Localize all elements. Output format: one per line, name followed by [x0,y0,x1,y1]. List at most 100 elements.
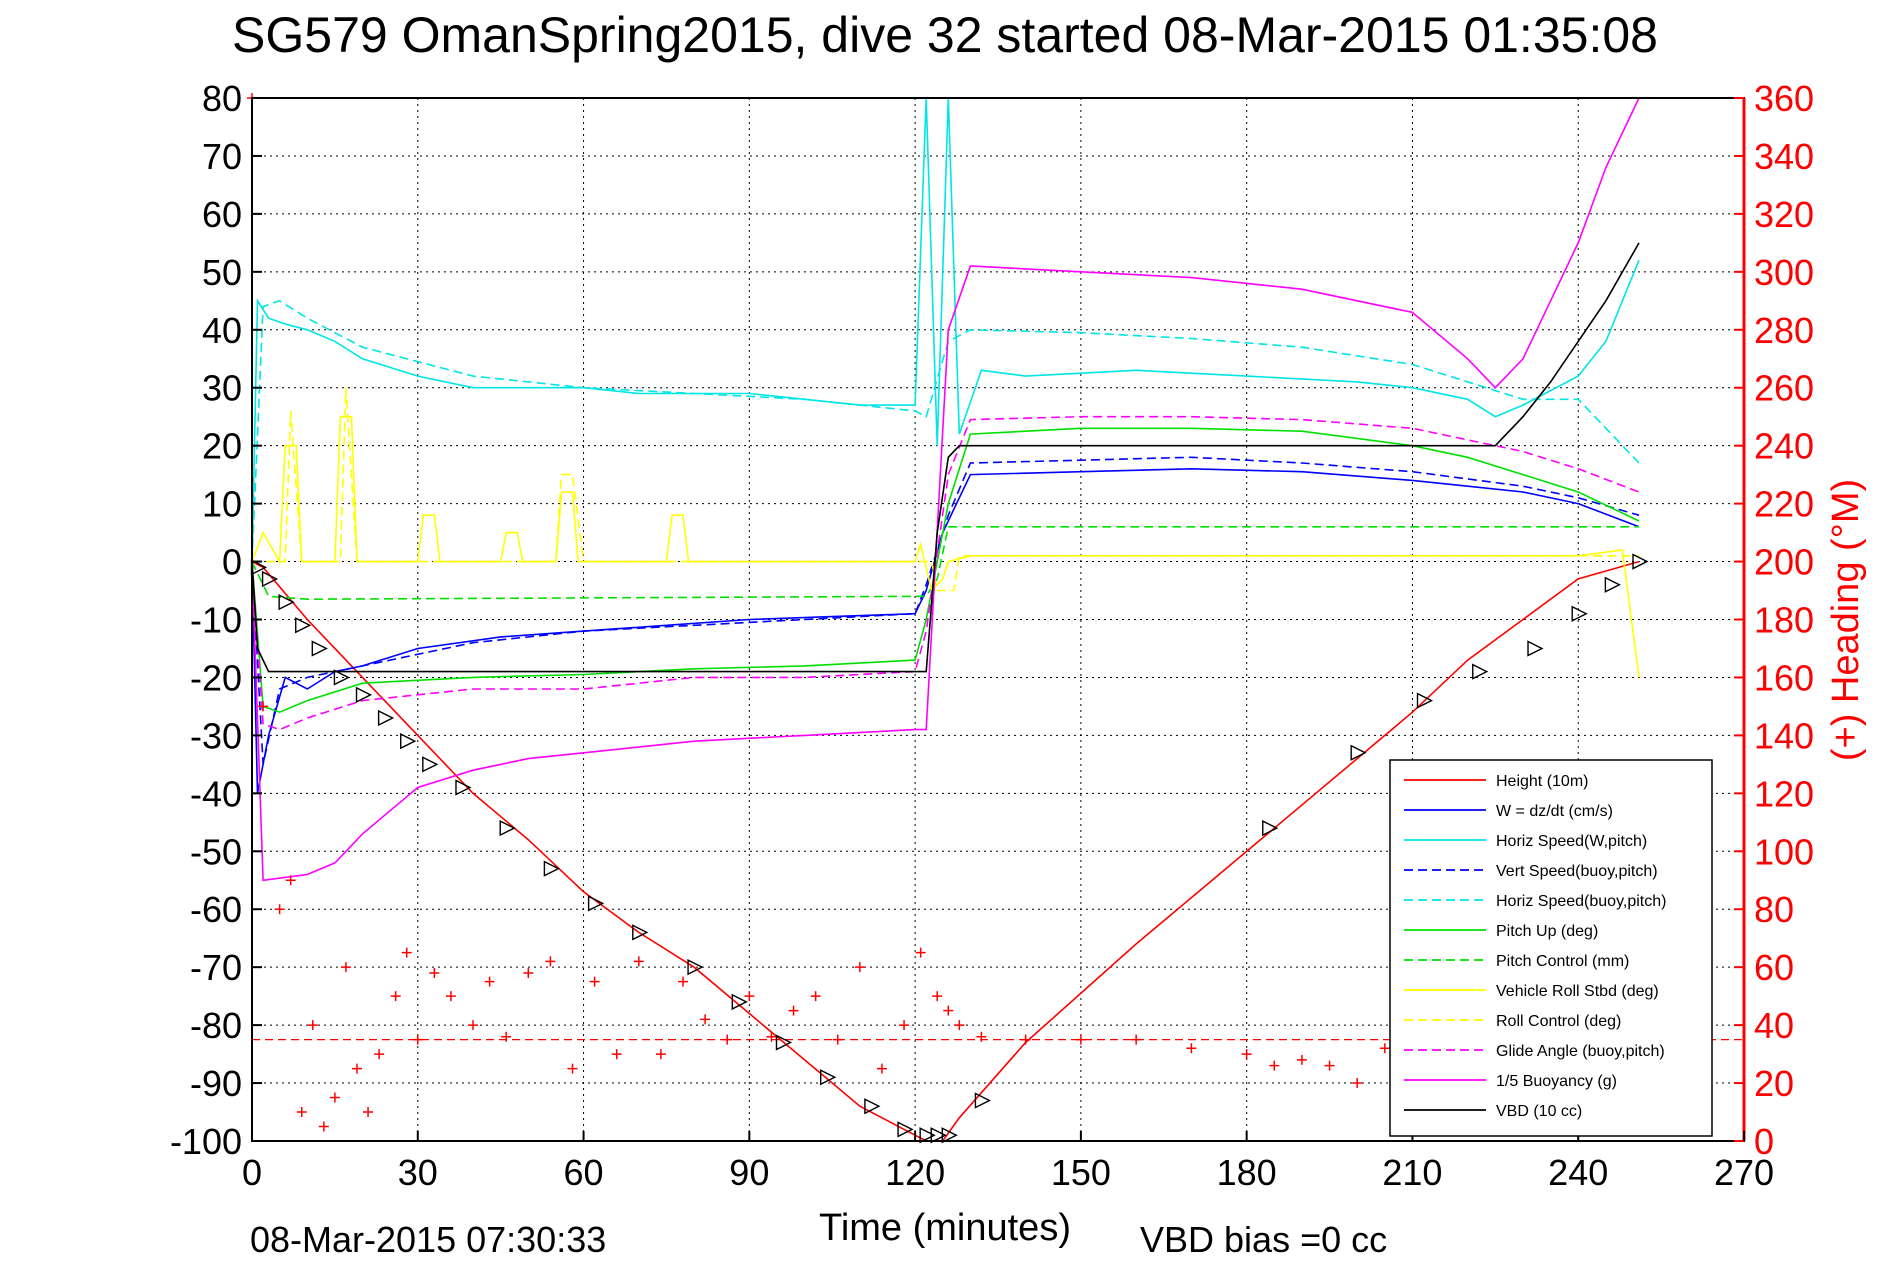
heading-marker [633,956,644,967]
heading-marker [915,947,926,958]
legend-label: Vehicle Roll Stbd (deg) [1496,983,1659,1000]
heading-marker [363,1107,374,1118]
depth-triangle-marker [1350,744,1367,761]
right-tick-label: 340 [1754,136,1814,177]
legend: Height (10m) W = dz/dt (cm/s) Horiz Speed(… [1389,759,1713,1137]
depth-triangle-marker [1416,692,1434,709]
left-axis: -100-90-80-70-60-50-40-30-20-10010203040… [170,78,262,1162]
heading-marker [832,1034,843,1045]
left-tick-label: 50 [202,252,242,293]
heading-marker [611,1049,622,1060]
depth-triangle-marker [455,779,472,796]
depth-triangle-marker [1527,640,1544,657]
depth-triangle-marker [1472,663,1489,680]
right-tick-label: 280 [1754,310,1814,351]
heading-marker [501,1031,512,1042]
legend-label: Glide Angle (buoy,pitch) [1496,1043,1665,1060]
series-line-9 [251,415,1640,731]
x-tick-label: 150 [1051,1152,1111,1193]
heading-marker [285,875,296,886]
depth-triangle-marker [400,733,417,750]
left-tick-label: -50 [190,831,242,872]
heading-marker [401,947,412,958]
left-tick-label: -100 [170,1121,242,1162]
legend-label: Vert Speed(buoy,pitch) [1496,863,1658,880]
heading-marker [655,1049,666,1060]
heading-marker [523,967,534,978]
right-tick-label: 260 [1754,368,1814,409]
heading-marker [318,1121,329,1132]
left-tick-label: -90 [190,1063,242,1104]
heading-marker [1269,1060,1280,1071]
heading-marker [1131,1034,1142,1045]
heading-marker [954,1020,965,1031]
plot-area [247,93,1744,1144]
right-tick-label: 120 [1754,773,1814,814]
heading-marker [744,991,755,1002]
legend-label: Roll Control (deg) [1496,1013,1621,1030]
series-line-4 [251,299,1640,562]
x-tick-label: 60 [564,1152,604,1193]
heading-marker [1020,1034,1031,1045]
right-tick-label: 360 [1754,78,1814,119]
right-tick-label: 80 [1754,889,1794,930]
depth-triangle-marker [543,860,560,877]
right-tick-label: 100 [1754,831,1814,872]
legend-label: Pitch Control (mm) [1496,953,1629,970]
legend-label: Horiz Speed(W,pitch) [1496,833,1647,850]
right-axis-label: (+) Heading (°M) [1825,479,1867,761]
right-tick-label: 60 [1754,947,1794,988]
legend-label: Height (10m) [1496,773,1588,790]
series-line-10 [251,97,1640,882]
depth-triangle-marker [632,924,649,941]
heading-marker [545,956,556,967]
depth-triangle-marker [355,686,373,703]
left-tick-label: -30 [190,715,242,756]
heading-marker [876,1063,887,1074]
legend-box [1389,759,1713,1137]
x-tick-label: 120 [885,1152,945,1193]
heading-marker [678,976,689,987]
right-axis: 0 20 40 60 80 100 120 140 160 180 200 220 240 260 280 3… [1734,78,1814,1162]
x-axis: 0 30 60 90 120 150 180 210 240 270 [242,1131,1774,1193]
right-tick-label: 140 [1754,715,1814,756]
series-line-6 [251,525,1639,601]
depth-triangle-marker [731,993,748,1011]
right-tick-label: 160 [1754,657,1814,698]
heading-marker [810,991,821,1002]
x-tick-label: 90 [729,1152,769,1193]
depth-triangle-marker [295,617,312,634]
heading-marker [1296,1054,1307,1065]
left-tick-label: -80 [190,1005,242,1046]
series-line-8 [252,387,1639,592]
depth-triangle-marker [333,669,350,686]
heading-marker [976,1031,987,1042]
heading-marker [567,1063,578,1074]
left-tick-label: 10 [202,484,242,525]
heading-marker [274,904,285,915]
heading-marker [468,1020,479,1031]
x-tick-label: 30 [398,1152,438,1193]
heading-marker [429,967,440,978]
depth-triangle-marker [422,756,439,773]
depth-triangle-marker [261,570,279,588]
series-line-3 [251,456,1640,765]
left-tick-label: 70 [202,136,242,177]
x-tick-label: 180 [1217,1152,1277,1193]
x-tick-label: 270 [1714,1152,1774,1193]
left-tick-label: 30 [202,368,242,409]
depth-triangle-marker [687,959,704,976]
depth-triangle-marker [377,709,395,727]
chart-title: SG579 OmanSpring2015, dive 32 started 08… [232,7,1658,63]
depth-triangle-marker [775,1034,793,1051]
heading-marker [307,1020,318,1031]
heading-marker [445,991,456,1002]
heading-marker [943,1005,954,1016]
depth-triangle-marker [587,895,605,912]
footer-vbd-bias: VBD bias =0 cc [1140,1219,1387,1260]
left-tick-label: -60 [190,889,242,930]
left-tick-label: -20 [190,657,242,698]
series-line-7 [251,415,1640,678]
legend-label: 1/5 Buoyancy (g) [1496,1073,1617,1090]
